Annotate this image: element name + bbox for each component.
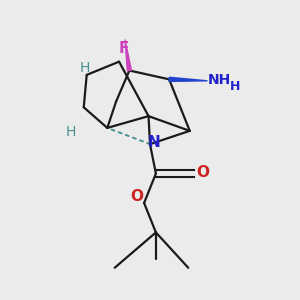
Text: O: O [130, 189, 143, 204]
Polygon shape [125, 40, 131, 71]
Polygon shape [169, 77, 207, 81]
Text: F: F [118, 41, 129, 56]
Text: NH: NH [208, 73, 231, 87]
Text: N: N [147, 135, 160, 150]
Text: H: H [80, 61, 90, 75]
Text: H: H [230, 80, 240, 93]
Text: H: H [65, 125, 76, 139]
Text: O: O [196, 166, 209, 181]
